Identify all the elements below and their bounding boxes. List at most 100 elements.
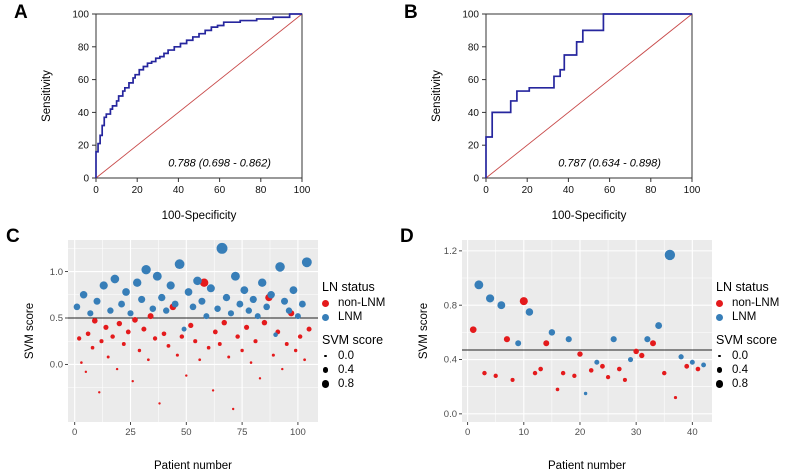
- data-point: [284, 342, 289, 346]
- data-point: [121, 342, 126, 346]
- data-point: [594, 359, 600, 365]
- data-point: [147, 313, 154, 320]
- panel-a: A 0 0 20 20 40 40 60 60 80 80 100 100 100-Specificit…: [12, 2, 384, 226]
- size-dot-medium-icon: [716, 367, 723, 373]
- data-point: [106, 355, 110, 359]
- data-point: [80, 361, 83, 364]
- legend-label-lnm: LNM: [338, 311, 363, 323]
- data-point: [161, 331, 167, 337]
- data-point: [253, 339, 258, 344]
- data-point: [206, 345, 211, 350]
- svg-text:SVM score: SVM score: [418, 303, 430, 359]
- svg-text:Patient number: Patient number: [548, 460, 626, 472]
- svg-text:0: 0: [93, 185, 99, 196]
- data-point: [244, 324, 250, 330]
- legend-item-non-lnm: non-LNM: [322, 297, 396, 309]
- data-point: [185, 374, 188, 377]
- data-point: [639, 352, 645, 359]
- data-point: [184, 288, 193, 296]
- data-point: [216, 242, 228, 254]
- data-point: [281, 367, 284, 371]
- panel-c: C 0 25 50 75 100 0.0 0.5 1.0 Patient number SVM s…: [4, 226, 398, 474]
- data-point: [198, 297, 206, 305]
- legend-title-ln-status: LN status: [322, 280, 375, 294]
- data-point: [548, 329, 556, 336]
- svg-text:20: 20: [78, 141, 90, 152]
- svg-text:40: 40: [173, 185, 185, 196]
- data-point: [158, 293, 166, 302]
- data-point: [577, 351, 583, 357]
- roc-curve: [95, 13, 302, 178]
- legend-ln-status-c: LN status non-LNM LNM: [322, 280, 396, 323]
- data-point: [188, 322, 194, 329]
- data-point: [122, 288, 130, 296]
- panel-label-c: C: [6, 226, 20, 247]
- data-point: [655, 322, 663, 329]
- data-point: [662, 370, 667, 376]
- svg-text:60: 60: [214, 185, 226, 196]
- lnm-dot-icon: [716, 313, 723, 321]
- data-point: [171, 300, 179, 308]
- svg-text:0: 0: [72, 427, 77, 438]
- size-dot-small-icon: [718, 354, 721, 358]
- data-point: [181, 326, 187, 332]
- data-point: [519, 297, 528, 306]
- svg-text:100-Specificity: 100-Specificity: [162, 210, 237, 222]
- data-point: [79, 291, 88, 299]
- data-point: [116, 320, 123, 327]
- data-point: [249, 295, 257, 304]
- data-point: [166, 281, 175, 290]
- svg-text:1.0: 1.0: [50, 267, 63, 278]
- data-point: [275, 262, 285, 272]
- legend-svm-score-d: SVM score 0.0 0.4 0.8: [715, 333, 790, 390]
- legend-size-item-1: 0.4: [322, 364, 396, 376]
- data-point: [231, 407, 235, 411]
- svg-text:100: 100: [290, 427, 306, 438]
- svg-text:40: 40: [468, 108, 480, 119]
- data-point: [298, 300, 306, 308]
- data-point: [258, 278, 267, 287]
- svg-text:Sensitivity: Sensitivity: [431, 70, 443, 122]
- panel-label-b: B: [404, 2, 418, 23]
- data-point: [141, 326, 147, 332]
- data-point: [77, 336, 82, 341]
- legend-title-ln-status: LN status: [716, 280, 769, 294]
- data-point: [73, 303, 81, 311]
- data-point: [281, 297, 289, 305]
- legend-size-item-1: 0.4: [716, 364, 790, 376]
- svg-text:40: 40: [563, 185, 575, 196]
- legend-ln-status-d: LN status non-LNM LNM: [716, 280, 790, 323]
- data-point: [258, 377, 262, 380]
- data-point: [99, 281, 108, 290]
- svg-text:0.5: 0.5: [50, 313, 63, 324]
- svg-text:80: 80: [468, 42, 480, 53]
- data-point: [179, 334, 185, 339]
- data-point: [267, 291, 275, 299]
- svg-text:100: 100: [294, 185, 311, 196]
- svg-text:60: 60: [468, 75, 480, 86]
- svg-text:80: 80: [78, 42, 90, 53]
- data-point: [510, 377, 515, 382]
- data-point: [158, 402, 161, 405]
- data-point: [163, 307, 170, 314]
- svg-text:40: 40: [687, 427, 698, 438]
- legend-item-lnm: LNM: [322, 311, 396, 323]
- legend-title-svm-score: SVM score: [322, 333, 384, 347]
- data-point: [664, 249, 676, 261]
- data-point: [271, 353, 275, 357]
- data-point: [110, 334, 115, 339]
- data-point: [87, 310, 94, 317]
- data-point: [293, 348, 298, 353]
- data-point: [610, 336, 617, 343]
- svg-text:80: 80: [255, 185, 267, 196]
- data-point: [222, 293, 231, 302]
- svg-text:40: 40: [78, 108, 90, 119]
- data-point: [532, 370, 538, 376]
- roc-chart-a: 00 20 20 40 40 60 60 80 80 100 100 100-Specificity S…: [41, 10, 311, 223]
- data-point: [482, 370, 487, 376]
- data-point: [616, 366, 622, 372]
- legend-item-lnm: LNM: [716, 311, 790, 323]
- data-point: [600, 363, 605, 369]
- svg-text:0.8: 0.8: [444, 300, 457, 311]
- svg-text:30: 30: [631, 427, 642, 438]
